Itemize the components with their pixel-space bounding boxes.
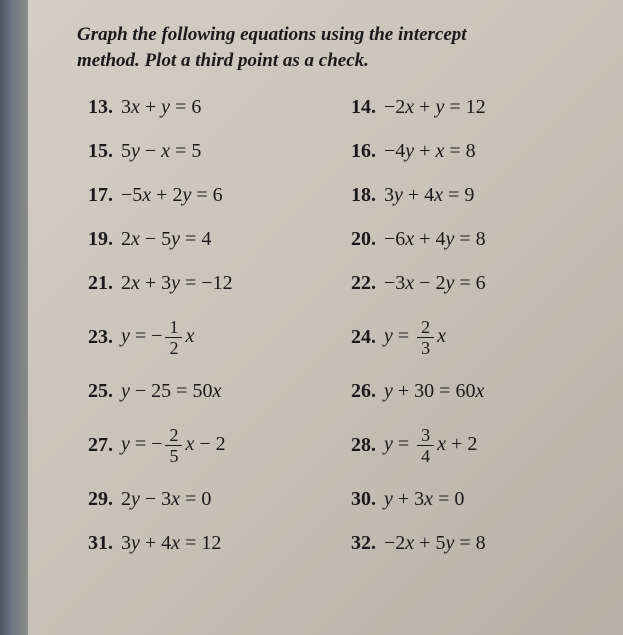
problem-19: 19. 2x − 5y = 4 bbox=[77, 221, 330, 257]
problem-equation: 5y − x = 5 bbox=[121, 140, 201, 163]
problem-equation: −6x + 4y = 8 bbox=[384, 228, 486, 251]
problem-equation: 3x + y = 6 bbox=[121, 96, 201, 119]
problem-28: 28. y = 34x + 2 bbox=[340, 417, 593, 473]
problem-number: 13. bbox=[77, 96, 113, 119]
problem-number: 26. bbox=[340, 380, 376, 403]
problem-number: 29. bbox=[77, 488, 113, 511]
problem-equation: 2x + 3y = −12 bbox=[121, 272, 233, 295]
problem-number: 28. bbox=[340, 434, 376, 457]
problem-20: 20. −6x + 4y = 8 bbox=[340, 221, 593, 257]
problem-grid: 13. 3x + y = 6 14. −2x + y = 12 15. 5y − x = … bbox=[55, 89, 593, 561]
problem-18: 18. 3y + 4x = 9 bbox=[340, 177, 593, 213]
problem-number: 20. bbox=[340, 228, 376, 251]
problem-31: 31. 3y + 4x = 12 bbox=[77, 525, 330, 561]
problem-number: 30. bbox=[340, 488, 376, 511]
problem-equation: −3x − 2y = 6 bbox=[384, 272, 486, 295]
problem-25: 25. y − 25 = 50x bbox=[77, 373, 330, 409]
problem-number: 15. bbox=[77, 140, 113, 163]
problem-equation: −5x + 2y = 6 bbox=[121, 184, 223, 207]
problem-equation: y = 23x bbox=[384, 318, 446, 357]
problem-number: 14. bbox=[340, 96, 376, 119]
problem-equation: y − 25 = 50x bbox=[121, 380, 221, 403]
problem-equation: −2x + 5y = 8 bbox=[384, 532, 486, 555]
problem-number: 32. bbox=[340, 532, 376, 555]
problem-number: 16. bbox=[340, 140, 376, 163]
problem-equation: y = −12x bbox=[121, 318, 194, 357]
problem-24: 24. y = 23x bbox=[340, 309, 593, 365]
problem-number: 21. bbox=[77, 272, 113, 295]
problem-22: 22. −3x − 2y = 6 bbox=[340, 265, 593, 301]
problem-number: 22. bbox=[340, 272, 376, 295]
problem-equation: y + 3x = 0 bbox=[384, 488, 464, 511]
instructions: Graph the following equations using the … bbox=[55, 22, 593, 73]
problem-equation: −4y + x = 8 bbox=[384, 140, 476, 163]
problem-27: 27. y = −25x − 2 bbox=[77, 417, 330, 473]
problem-equation: −2x + y = 12 bbox=[384, 96, 486, 119]
problem-23: 23. y = −12x bbox=[77, 309, 330, 365]
problem-equation: 3y + 4x = 9 bbox=[384, 184, 474, 207]
problem-21: 21. 2x + 3y = −12 bbox=[77, 265, 330, 301]
problem-number: 23. bbox=[77, 326, 113, 349]
problem-17: 17. −5x + 2y = 6 bbox=[77, 177, 330, 213]
problem-13: 13. 3x + y = 6 bbox=[77, 89, 330, 125]
problem-equation: y = −25x − 2 bbox=[121, 426, 226, 465]
problem-32: 32. −2x + 5y = 8 bbox=[340, 525, 593, 561]
problem-15: 15. 5y − x = 5 bbox=[77, 133, 330, 169]
problem-equation: 3y + 4x = 12 bbox=[121, 532, 221, 555]
problem-29: 29. 2y − 3x = 0 bbox=[77, 481, 330, 517]
problem-equation: 2x − 5y = 4 bbox=[121, 228, 211, 251]
problem-26: 26. y + 30 = 60x bbox=[340, 373, 593, 409]
problem-number: 24. bbox=[340, 326, 376, 349]
problem-number: 27. bbox=[77, 434, 113, 457]
textbook-page: Graph the following equations using the … bbox=[0, 0, 623, 561]
problem-equation: 2y − 3x = 0 bbox=[121, 488, 211, 511]
problem-30: 30. y + 3x = 0 bbox=[340, 481, 593, 517]
problem-number: 19. bbox=[77, 228, 113, 251]
problem-number: 31. bbox=[77, 532, 113, 555]
instruction-line-2: method. Plot a third point as a check. bbox=[77, 50, 369, 71]
problem-equation: y = 34x + 2 bbox=[384, 426, 477, 465]
problem-number: 25. bbox=[77, 380, 113, 403]
instruction-line-1: Graph the following equations using the … bbox=[77, 24, 467, 45]
problem-number: 18. bbox=[340, 184, 376, 207]
problem-14: 14. −2x + y = 12 bbox=[340, 89, 593, 125]
problem-equation: y + 30 = 60x bbox=[384, 380, 484, 403]
problem-number: 17. bbox=[77, 184, 113, 207]
problem-16: 16. −4y + x = 8 bbox=[340, 133, 593, 169]
